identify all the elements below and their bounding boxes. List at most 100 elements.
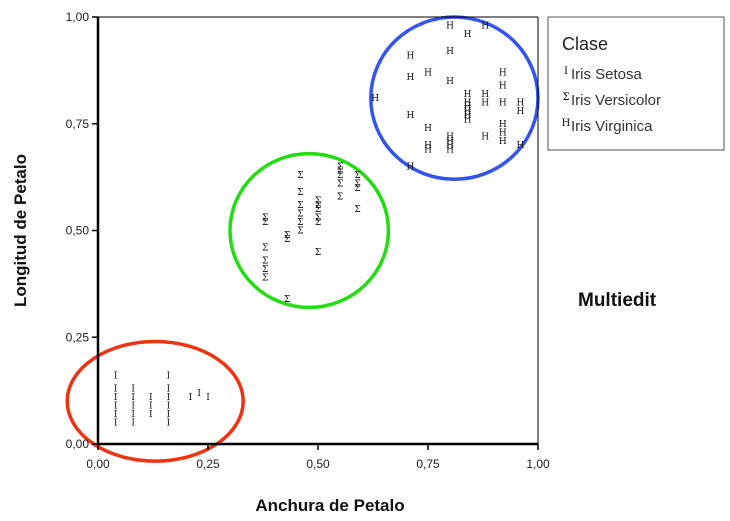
cluster-circle: [228, 151, 391, 310]
data-point: Σ: [262, 273, 268, 283]
data-point: I: [131, 419, 135, 429]
data-point: H: [464, 111, 472, 121]
data-point: H: [499, 69, 507, 79]
legend-symbol: H: [562, 118, 571, 129]
legend-box: [547, 16, 725, 151]
data-point: H: [424, 141, 432, 151]
data-point: Σ: [262, 256, 268, 266]
data-point: Σ: [354, 180, 360, 190]
x-tick-label: 0,75: [416, 457, 440, 471]
data-point: I: [167, 384, 171, 394]
data-point: H: [424, 69, 432, 79]
legend-title: Clase: [562, 34, 608, 54]
data-point: Σ: [315, 218, 321, 228]
data-point: Σ: [315, 201, 321, 211]
data-point: Σ: [354, 171, 360, 181]
data-point: H: [446, 145, 454, 155]
data-point: I: [167, 372, 171, 382]
data-point: I: [114, 372, 118, 382]
highlight-circles: [65, 15, 540, 463]
data-point: Σ: [315, 197, 321, 207]
x-tick-label: 1,00: [526, 457, 550, 471]
data-point: H: [499, 120, 507, 130]
data-point: H: [446, 22, 454, 32]
data-point: I: [131, 384, 135, 394]
legend-symbol: I: [564, 66, 568, 77]
data-point: Σ: [354, 184, 360, 194]
data-point: Σ: [297, 209, 303, 219]
data-point: I: [206, 393, 210, 403]
data-point: H: [406, 162, 414, 172]
data-point: Σ: [284, 235, 290, 245]
data-point: Σ: [297, 171, 303, 181]
data-point: Σ: [315, 205, 321, 215]
data-point: I: [131, 402, 135, 412]
data-point: Σ: [354, 205, 360, 215]
data-point: Σ: [262, 265, 268, 275]
data-point: I: [167, 402, 171, 412]
data-point: H: [446, 137, 454, 147]
data-point: H: [424, 145, 432, 155]
data-point: Σ: [297, 201, 303, 211]
y-tick-label: 0,75: [66, 117, 90, 131]
cluster-circle: [369, 15, 540, 182]
data-point: Σ: [337, 171, 343, 181]
data-point: I: [114, 410, 118, 420]
data-point: I: [131, 393, 135, 403]
x-tick-label: 0,50: [306, 457, 330, 471]
plot-axes: [96, 16, 539, 446]
legend-entry-label: Iris Versicolor: [571, 92, 661, 109]
data-point: H: [481, 90, 489, 100]
data-point: Σ: [262, 214, 268, 224]
data-point: Σ: [297, 188, 303, 198]
data-point: H: [446, 133, 454, 143]
data-point: H: [464, 30, 472, 40]
data-point: Σ: [337, 192, 343, 202]
y-tick-label: 0,25: [66, 330, 90, 344]
data-point: H: [406, 73, 414, 83]
y-tick-label: 0,00: [66, 437, 90, 451]
data-point: H: [446, 141, 454, 151]
data-point: H: [481, 133, 489, 143]
data-point: I: [114, 402, 118, 412]
y-tick-label: 1,00: [66, 10, 90, 24]
data-point: H: [464, 90, 472, 100]
data-point: Σ: [297, 218, 303, 228]
data-point: H: [516, 107, 524, 117]
data-point: H: [464, 115, 472, 125]
data-point: H: [499, 137, 507, 147]
legend-symbol: Σ: [562, 92, 569, 103]
data-point: H: [406, 111, 414, 121]
data-point: Σ: [262, 218, 268, 228]
data-point: Σ: [284, 295, 290, 305]
data-point: H: [371, 94, 379, 104]
data-point: Σ: [315, 214, 321, 224]
data-point: Σ: [315, 248, 321, 258]
data-point: H: [464, 107, 472, 117]
data-point: I: [189, 393, 193, 403]
data-point: H: [516, 98, 524, 108]
legend-entry-label: Iris Virginica: [571, 118, 653, 135]
x-axis-title: Anchura de Petalo: [255, 496, 404, 515]
data-point: H: [464, 98, 472, 108]
data-point: I: [167, 419, 171, 429]
y-tick-label: 0,50: [66, 224, 90, 238]
data-point: Σ: [337, 167, 343, 177]
y-axis-title: Longitud de Petalo: [11, 154, 30, 307]
data-point: H: [481, 98, 489, 108]
annotation-label: Multiedit: [578, 290, 657, 311]
data-point: I: [131, 410, 135, 420]
data-point: I: [149, 393, 153, 403]
data-point: H: [446, 47, 454, 57]
data-point: I: [114, 419, 118, 429]
data-point: I: [197, 389, 201, 399]
data-point: Σ: [284, 231, 290, 241]
data-point: I: [149, 410, 153, 420]
cluster-circle: [65, 339, 245, 463]
data-point: H: [406, 51, 414, 61]
data-point: H: [464, 103, 472, 113]
